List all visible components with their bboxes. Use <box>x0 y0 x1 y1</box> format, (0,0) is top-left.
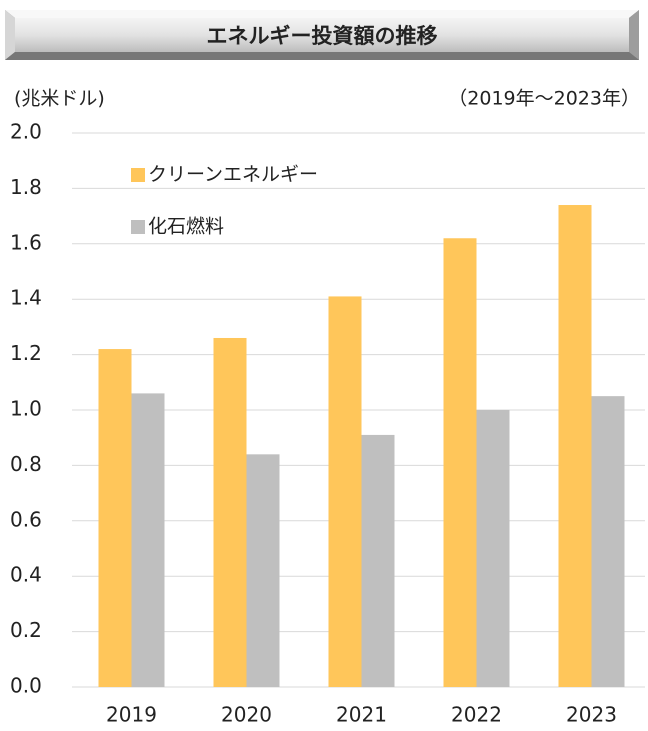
bar <box>246 454 280 687</box>
chart-title: エネルギー投資額の推移 <box>207 24 438 48</box>
bar <box>131 393 165 687</box>
subtitle: （2019年～2023年） <box>448 88 640 110</box>
y-tick-label: 0.4 <box>10 563 42 587</box>
bar <box>558 205 592 687</box>
legend-label: クリーンエネルギー <box>148 164 318 186</box>
y-tick-label: 0.8 <box>10 452 42 476</box>
x-tick-label: 2019 <box>106 703 157 727</box>
y-tick-label: 1.0 <box>10 397 42 421</box>
bar <box>98 349 132 687</box>
y-tick-label: 0.6 <box>10 507 42 531</box>
y-tick-label: 1.2 <box>10 341 42 365</box>
bar <box>476 410 510 687</box>
y-tick-label: 1.8 <box>10 175 42 199</box>
x-tick-label: 2021 <box>336 703 387 727</box>
x-tick-label: 2020 <box>221 703 272 727</box>
y-axis-label: (兆米ドル) <box>14 88 105 110</box>
bar <box>361 434 395 687</box>
y-tick-label: 1.4 <box>10 286 42 310</box>
bar <box>443 238 477 687</box>
title-banner <box>5 10 639 60</box>
bar <box>328 296 362 687</box>
legend-swatch <box>131 220 145 234</box>
y-tick-label: 1.6 <box>10 230 42 254</box>
y-tick-label: 0.0 <box>10 674 42 698</box>
bar <box>213 337 247 687</box>
x-tick-label: 2023 <box>566 703 617 727</box>
y-tick-label: 0.2 <box>10 618 42 642</box>
legend-label: 化石燃料 <box>148 216 224 238</box>
legend-swatch <box>131 168 145 182</box>
y-tick-label: 2.0 <box>10 120 42 144</box>
bar <box>591 396 625 687</box>
x-tick-label: 2022 <box>451 703 502 727</box>
